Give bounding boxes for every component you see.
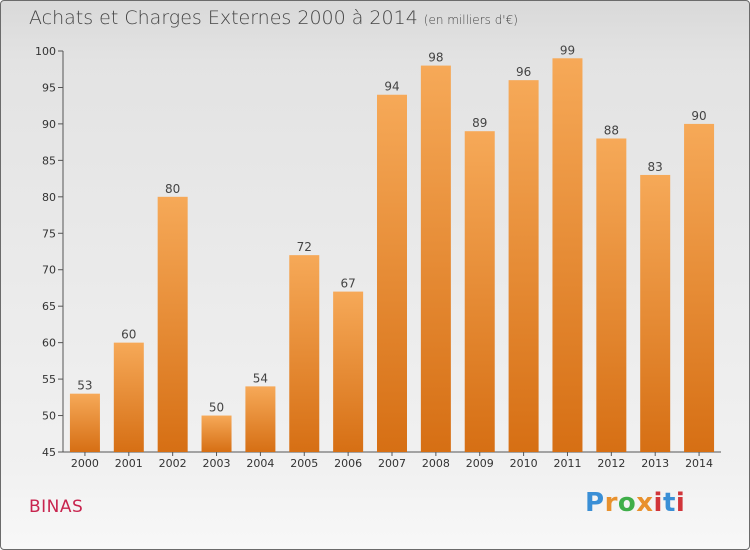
y-tick-label: 85 — [42, 154, 56, 167]
y-tick-label: 75 — [42, 227, 56, 240]
x-tick-label: 2003 — [203, 457, 231, 470]
data-label: 80 — [165, 182, 180, 196]
bars — [69, 58, 715, 453]
x-tick-label: 2011 — [553, 457, 581, 470]
logo-letter: i — [675, 488, 686, 518]
bar — [201, 415, 232, 452]
bar — [684, 123, 715, 452]
y-tick-label: 50 — [42, 410, 56, 423]
data-label: 99 — [560, 43, 575, 57]
commune-name: BINAS — [29, 497, 84, 517]
bar — [420, 65, 451, 452]
data-label: 54 — [253, 371, 268, 385]
y-tick-label: 45 — [42, 446, 56, 459]
proxiti-logo: Proxiti — [585, 488, 685, 518]
x-tick-label: 2008 — [422, 457, 450, 470]
value-labels: 53 60 80 50 54 72 67 94 98 89 96 99 88 83 90 — [77, 43, 706, 414]
bar — [333, 291, 364, 452]
x-tick-label: 2009 — [466, 457, 494, 470]
bar — [245, 386, 276, 452]
data-label: 96 — [516, 65, 531, 79]
x-tick-label: 2000 — [71, 457, 99, 470]
data-label: 89 — [472, 116, 487, 130]
chart-title: Achats et Charges Externes 2000 à 2014 — [29, 7, 418, 29]
logo-letter: x — [636, 488, 654, 518]
data-label: 94 — [384, 80, 399, 94]
x-tick-label: 2014 — [685, 457, 713, 470]
y-tick-label: 65 — [42, 300, 56, 313]
chart-title-block: Achats et Charges Externes 2000 à 2014 (e… — [29, 7, 518, 29]
bar — [508, 80, 539, 452]
bar — [552, 58, 583, 453]
logo-letter: t — [662, 488, 676, 518]
logo-letter: P — [585, 488, 605, 518]
x-tick-label: 2002 — [159, 457, 187, 470]
y-tick-label: 80 — [42, 191, 56, 204]
bar — [464, 131, 495, 452]
x-tick-label: 2004 — [246, 457, 274, 470]
data-label: 50 — [209, 401, 224, 415]
data-label: 53 — [77, 379, 92, 393]
logo-letter: r — [604, 488, 618, 518]
logo-letter: o — [617, 488, 637, 518]
x-tick-label: 2007 — [378, 457, 406, 470]
data-label: 98 — [428, 51, 443, 65]
data-label: 72 — [297, 240, 312, 254]
x-tick-label: 2010 — [510, 457, 538, 470]
data-label: 90 — [691, 109, 706, 123]
y-tick-label: 60 — [42, 337, 56, 350]
bar — [113, 342, 144, 452]
logo-letter: i — [653, 488, 663, 518]
x-tick-label: 2005 — [290, 457, 318, 470]
bar — [596, 138, 627, 452]
bar — [377, 94, 407, 452]
bar — [640, 174, 671, 453]
x-tick-label: 2001 — [115, 457, 143, 470]
data-label: 83 — [648, 160, 663, 174]
x-tick-label: 2012 — [597, 457, 625, 470]
x-tick-label: 2006 — [334, 457, 362, 470]
bar — [69, 393, 100, 452]
data-label: 60 — [121, 328, 136, 342]
chart-unit: (en milliers d'€) — [423, 13, 518, 27]
y-tick-label: 70 — [42, 264, 56, 277]
x-tick-label: 2013 — [641, 457, 669, 470]
bar — [289, 255, 320, 452]
data-label: 88 — [604, 123, 619, 137]
y-tick-label: 95 — [42, 81, 56, 94]
bar — [157, 196, 188, 452]
y-tick-label: 100 — [35, 45, 56, 58]
data-label: 67 — [340, 277, 355, 291]
y-tick-label: 90 — [42, 118, 56, 131]
y-tick-label: 55 — [42, 373, 56, 386]
